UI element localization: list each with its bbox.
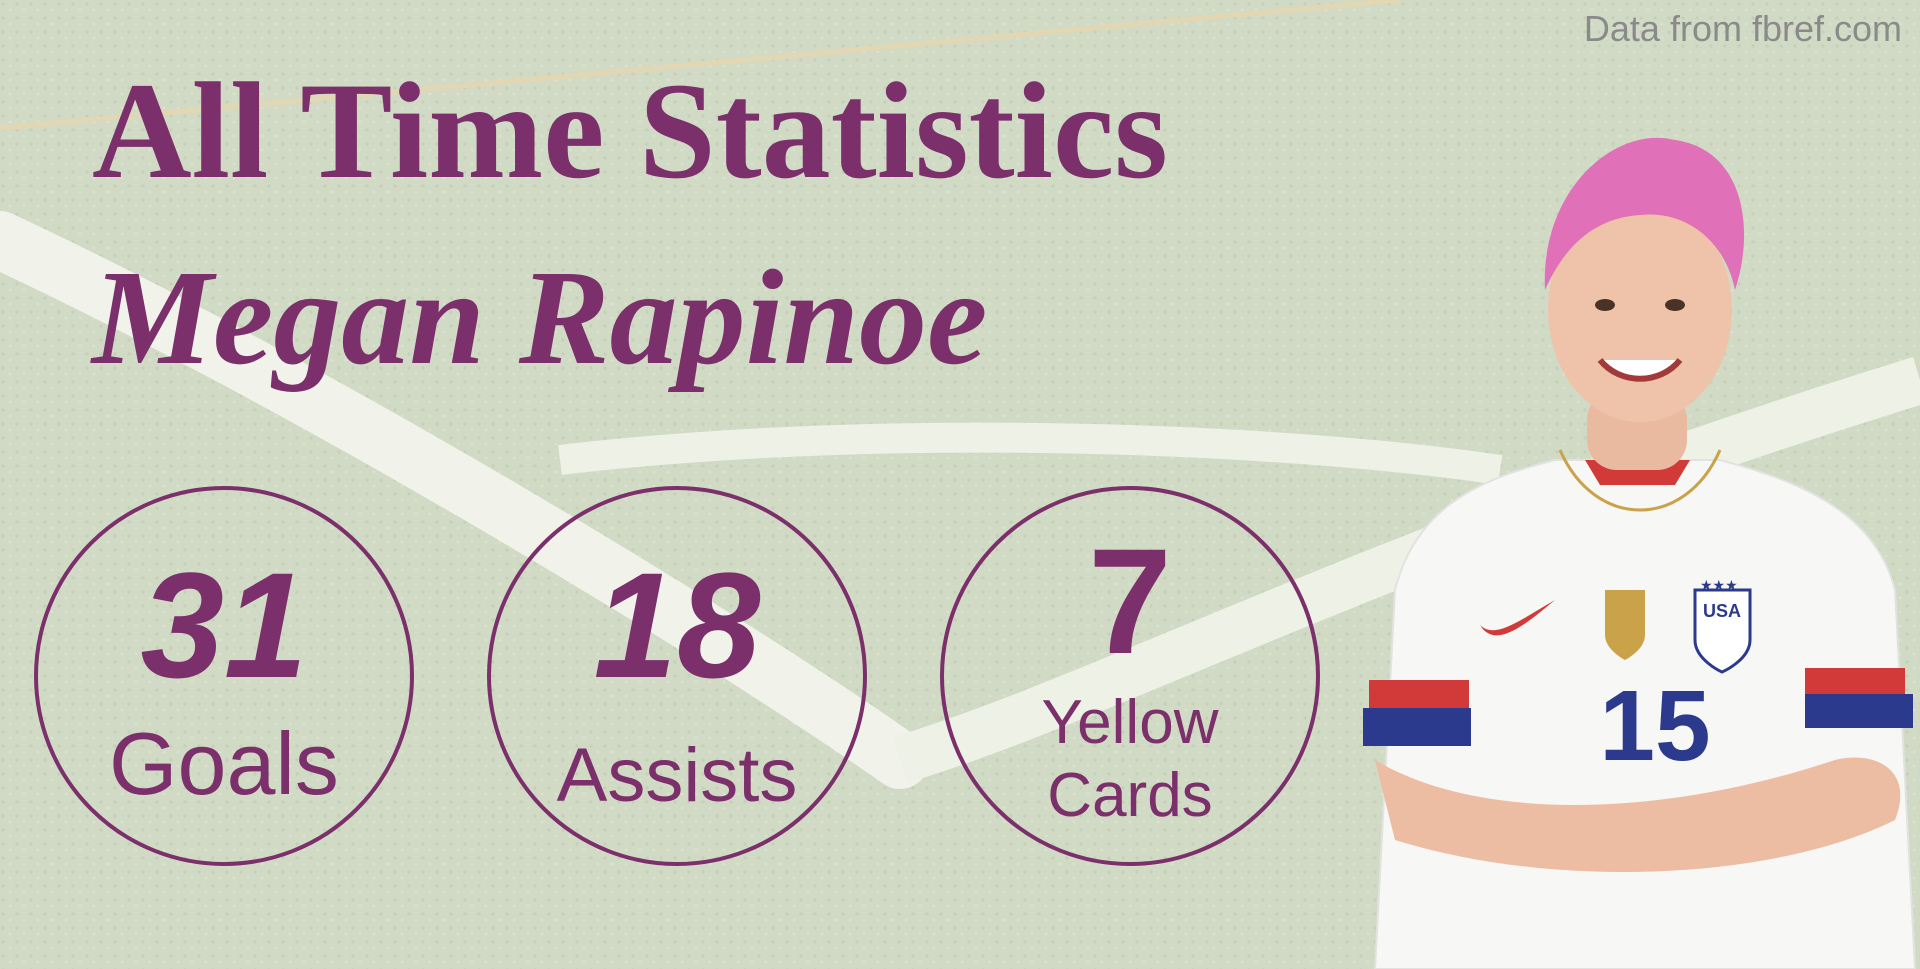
stat-value-yellow-cards: 7 <box>1088 517 1172 685</box>
crossed-arms <box>1375 757 1901 873</box>
stat-circle-assists: 18 Assists <box>487 486 867 866</box>
stat-label-assists: Assists <box>556 733 798 818</box>
sleeve-stripe-blue-right <box>1805 694 1913 728</box>
player-name: Megan Rapinoe <box>92 243 988 393</box>
data-source-note: Data from fbref.com <box>1583 8 1902 49</box>
stat-circle-yellow-cards: 7 Yellow Cards <box>940 486 1320 866</box>
player-photo: USA ★★★ 15 <box>1363 137 1917 969</box>
nike-swoosh-icon <box>1480 600 1555 636</box>
stat-label-goals: Goals <box>109 714 339 813</box>
sleeve-stripe-red-right <box>1805 668 1905 694</box>
usa-crest-icon <box>1693 588 1752 674</box>
crest-text: USA <box>1703 601 1741 621</box>
stat-label-yellow-cards: Yellow Cards <box>1041 688 1219 831</box>
pink-hair <box>1544 137 1745 290</box>
jersey-number: 15 <box>1599 670 1710 782</box>
stat-circle-goals: 31 Goals <box>34 486 414 866</box>
stat-value-assists: 18 <box>593 541 761 709</box>
fifa-badge-icon <box>1605 590 1645 660</box>
sleeve-stripe-red-left <box>1369 680 1469 708</box>
sleeve-stripe-blue-left <box>1363 708 1471 746</box>
page-title: All Time Statistics <box>92 54 1168 207</box>
stars-icon: ★★★ <box>1700 578 1738 594</box>
stat-value-goals: 31 <box>140 541 308 709</box>
